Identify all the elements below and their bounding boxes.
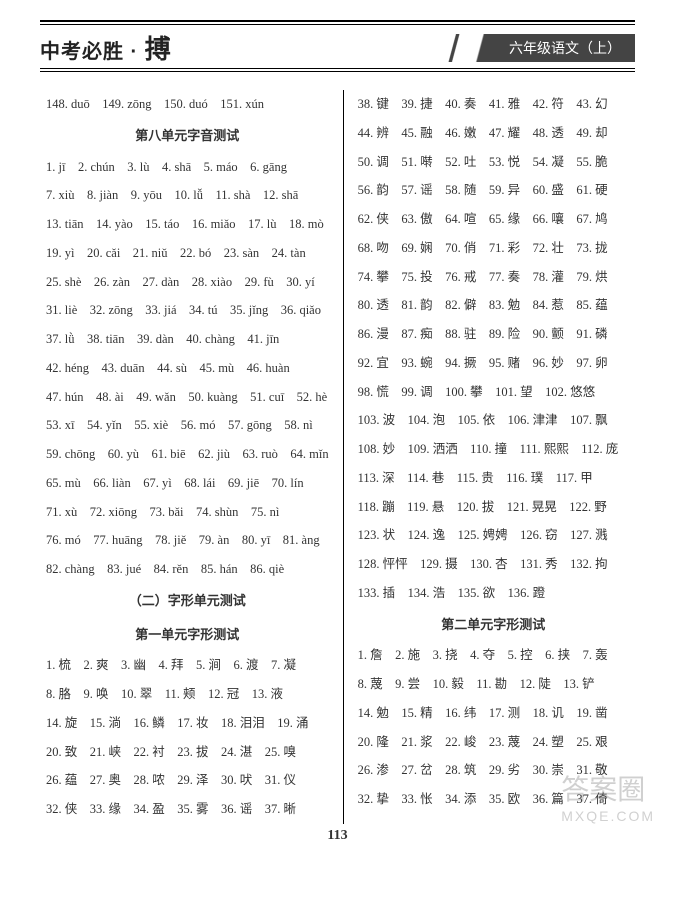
list-item: 92. 宜 93. 蜿 94. 撅 95. 赌 96. 妙 97. 卵: [358, 349, 629, 378]
list-item: 53. xī 54. yǐn 55. xiè 56. mó 57. gōng 5…: [46, 411, 329, 440]
content-columns: 148. duō 149. zōng 150. duó 151. xún 第八单…: [40, 90, 635, 824]
list-item: 76. mó 77. huāng 78. jiě 79. àn 80. yī 8…: [46, 526, 329, 555]
list-item: 86. 漫 87. 痴 88. 驻 89. 险 90. 颤 91. 磷: [358, 320, 629, 349]
list-item: 56. 韵 57. 谣 58. 随 59. 异 60. 盛 61. 硬: [358, 176, 629, 205]
section-title: 第八单元字音测试: [46, 119, 329, 153]
list-item: 68. 吻 69. 娴 70. 俏 71. 彩 72. 壮 73. 拢: [358, 234, 629, 263]
list-item: 65. mù 66. liàn 67. yì 68. lái 69. jiē 7…: [46, 469, 329, 498]
list-item: 14. 旋 15. 淌 16. 鳞 17. 妆 18. 泪泪 19. 涌: [46, 709, 329, 738]
list-item: 8. 蔑 9. 尝 10. 毅 11. 勘 12. 陡 13. 铲: [358, 670, 629, 699]
list-item: 1. 梳 2. 爽 3. 幽 4. 拜 5. 涧 6. 渡 7. 凝: [46, 651, 329, 680]
page-number: 113: [40, 828, 635, 844]
list-item: 133. 插 134. 浩 135. 欲 136. 蹬: [358, 579, 629, 608]
list-item: 108. 妙 109. 洒洒 110. 撞 111. 熙熙 112. 庞: [358, 435, 629, 464]
list-item: 26. 蕴 27. 奥 28. 哝 29. 泽 30. 吠 31. 仪: [46, 766, 329, 795]
list-item: 7. xiù 8. jiàn 9. yōu 10. lǚ 11. shà 12.…: [46, 181, 329, 210]
list-item: 71. xù 72. xiōng 73. bǎi 74. shùn 75. nì: [46, 498, 329, 527]
list-item: 19. yì 20. cǎi 21. niǔ 22. bó 23. sàn 24…: [46, 239, 329, 268]
list-item: 32. 侠 33. 缘 34. 盈 35. 雾 36. 谣 37. 晰: [46, 795, 329, 824]
list-item: 148. duō 149. zōng 150. duó 151. xún: [46, 90, 329, 119]
header-title: 中考必胜 · 搏: [40, 29, 172, 66]
list-item: 82. chàng 83. jué 84. rěn 85. hán 86. qi…: [46, 555, 329, 584]
list-item: 50. 调 51. 啭 52. 吐 53. 悦 54. 凝 55. 脆: [358, 148, 629, 177]
list-item: 59. chōng 60. yù 61. biē 62. jiù 63. ruò…: [46, 440, 329, 469]
list-item: 103. 波 104. 泡 105. 依 106. 津津 107. 飘: [358, 406, 629, 435]
list-item: 32. 挚 33. 怅 34. 添 35. 欧 36. 篇 37. 倚: [358, 785, 629, 814]
list-item: 14. 勉 15. 精 16. 纬 17. 测 18. 讥 19. 凿: [358, 699, 629, 728]
list-item: 20. 隆 21. 浆 22. 峻 23. 蔑 24. 塑 25. 艰: [358, 728, 629, 757]
list-item: 113. 深 114. 巷 115. 贵 116. 璞 117. 甲: [358, 464, 629, 493]
list-item: 128. 怦怦 129. 摄 130. 杏 131. 秀 132. 拘: [358, 550, 629, 579]
list-item: 47. hún 48. ài 49. wǎn 50. kuàng 51. cuī…: [46, 383, 329, 412]
list-item: 80. 透 81. 韵 82. 僻 83. 勉 84. 惹 85. 蕴: [358, 291, 629, 320]
section-title: （二）字形单元测试: [46, 584, 329, 618]
list-item: 123. 状 124. 逸 125. 娉娉 126. 窃 127. 溅: [358, 521, 629, 550]
list-item: 1. jī 2. chún 3. lù 4. shā 5. máo 6. gān…: [46, 153, 329, 182]
list-item: 37. lǜ 38. tiān 39. dàn 40. chàng 41. jī…: [46, 325, 329, 354]
list-item: 62. 侠 63. 傲 64. 喧 65. 缘 66. 嚷 67. 鸠: [358, 205, 629, 234]
list-item: 31. liè 32. zōng 33. jiá 34. tú 35. jǐng…: [46, 296, 329, 325]
list-item: 98. 慌 99. 调 100. 攀 101. 望 102. 悠悠: [358, 378, 629, 407]
list-item: 26. 渗 27. 岔 28. 筑 29. 劣 30. 崇 31. 敬: [358, 756, 629, 785]
header-subject: 六年级语文（上）: [495, 34, 635, 62]
list-item: 1. 詹 2. 施 3. 挠 4. 夺 5. 控 6. 挟 7. 轰: [358, 641, 629, 670]
list-item: 118. 蹦 119. 悬 120. 拔 121. 晃晃 122. 野: [358, 493, 629, 522]
right-column: 38. 键 39. 捷 40. 奏 41. 雅 42. 符 43. 幻44. 辨…: [344, 90, 635, 824]
header-big-char: 搏: [145, 34, 172, 64]
page-header: 中考必胜 · 搏 六年级语文（上）: [40, 20, 635, 72]
list-item: 44. 辨 45. 融 46. 嫩 47. 耀 48. 透 49. 却: [358, 119, 629, 148]
list-item: 13. tiān 14. yào 15. táo 16. miǎo 17. lù…: [46, 210, 329, 239]
section-title: 第一单元字形测试: [46, 618, 329, 652]
list-item: 25. shè 26. zàn 27. dàn 28. xiào 29. fù …: [46, 268, 329, 297]
list-item: 42. héng 43. duān 44. sù 45. mù 46. huàn: [46, 354, 329, 383]
header-prefix: 中考必胜 ·: [40, 41, 145, 63]
list-item: 20. 致 21. 峡 22. 衬 23. 拔 24. 湛 25. 嗅: [46, 738, 329, 767]
list-item: 74. 攀 75. 投 76. 戒 77. 奏 78. 灌 79. 烘: [358, 263, 629, 292]
section-title: 第二单元字形测试: [358, 608, 629, 642]
left-column: 148. duō 149. zōng 150. duó 151. xún 第八单…: [40, 90, 344, 824]
list-item: 8. 胳 9. 唤 10. 翠 11. 颊 12. 冠 13. 液: [46, 680, 329, 709]
list-item: 38. 键 39. 捷 40. 奏 41. 雅 42. 符 43. 幻: [358, 90, 629, 119]
